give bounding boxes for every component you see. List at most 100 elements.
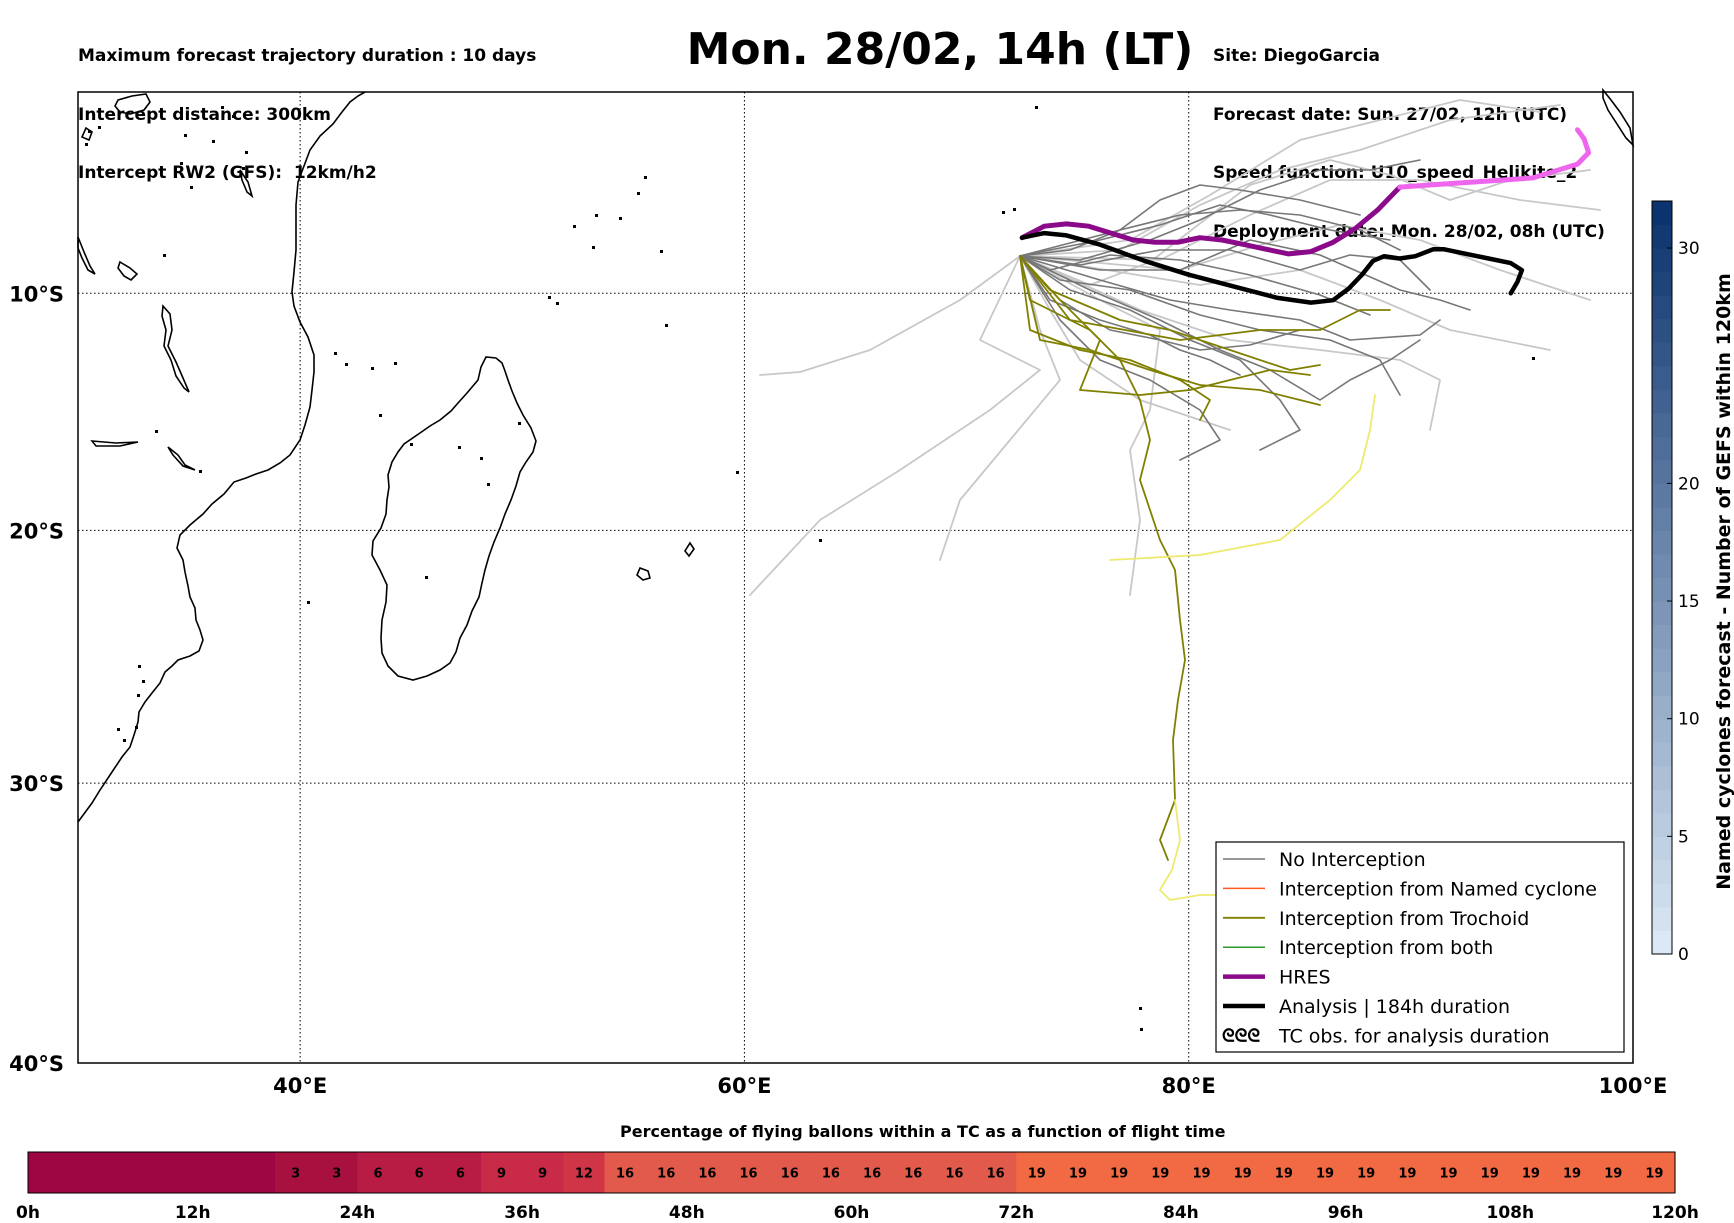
tc-percentage-value: 19 bbox=[1192, 1167, 1210, 1182]
tc-percentage-cell bbox=[1386, 1152, 1429, 1193]
colorbar-cell bbox=[1652, 530, 1672, 555]
tc-percentage-tick-label: 48h bbox=[669, 1203, 705, 1223]
islet bbox=[1035, 106, 1038, 109]
ensemble-trajectory-late bbox=[1019, 159, 1591, 286]
tc-percentage-cell bbox=[975, 1152, 1017, 1193]
islet bbox=[155, 430, 158, 433]
islet bbox=[123, 739, 126, 742]
map-gridlines bbox=[78, 92, 1633, 1063]
legend-label: Interception from Trochoid bbox=[1279, 908, 1529, 930]
colorbar-cell bbox=[1652, 648, 1672, 673]
islet bbox=[199, 470, 202, 473]
colorbar-frame bbox=[1651, 200, 1673, 955]
islet bbox=[184, 134, 187, 137]
header-right-line: Site: DiegoGarcia bbox=[1213, 46, 1380, 66]
islet bbox=[736, 471, 739, 474]
y-tick-label: 30°S bbox=[9, 772, 64, 796]
tc-percentage-value: 19 bbox=[1481, 1167, 1499, 1182]
colorbar-cell bbox=[1652, 342, 1672, 367]
tc-percentage-value: 19 bbox=[1069, 1167, 1087, 1182]
ensemble-trajectory-late bbox=[1019, 255, 1441, 431]
tc-percentage-cell bbox=[1469, 1152, 1511, 1193]
tc-percentage-value: 19 bbox=[1357, 1167, 1375, 1182]
tc-percentage-cell bbox=[1304, 1152, 1347, 1193]
tc-percentage-cell bbox=[1180, 1152, 1223, 1193]
tc-percentage-value: 9 bbox=[538, 1167, 547, 1182]
tc-percentage-cell bbox=[1592, 1152, 1635, 1193]
colorbar-cell bbox=[1652, 506, 1672, 531]
island bbox=[80, 126, 93, 142]
tc-percentage-tick-label: 60h bbox=[834, 1203, 870, 1223]
islet bbox=[592, 246, 595, 249]
tc-percentage-value: 19 bbox=[1234, 1167, 1252, 1182]
tc-percentage-tick-label: 96h bbox=[1328, 1203, 1364, 1223]
ensemble-trajectory-late bbox=[939, 255, 1061, 561]
islet bbox=[458, 446, 461, 449]
tc-percentage-cell bbox=[1222, 1152, 1264, 1193]
tc-percentage-value: 19 bbox=[1439, 1167, 1457, 1182]
header-left-line: Intercept RW2 (GFS): 12km/h2 bbox=[78, 163, 377, 183]
islet bbox=[518, 422, 521, 425]
map-frame bbox=[77, 91, 1634, 1064]
map-axis-labels: 40°E 60°E 80°E 100°E 10°S 20°S 30°S 40°S bbox=[9, 282, 1667, 1098]
ensemble-trajectory-no-interception bbox=[1019, 184, 1361, 257]
colorbar-cell bbox=[1652, 695, 1672, 720]
islet bbox=[232, 115, 235, 118]
legend-label: No Interception bbox=[1279, 849, 1426, 871]
tc-percentage-value: 19 bbox=[1522, 1167, 1540, 1182]
ensemble-trajectory-no-interception bbox=[1019, 255, 1441, 341]
tc-percentage-tick-label: 36h bbox=[504, 1203, 540, 1223]
tc-percentage-value: 12 bbox=[575, 1167, 593, 1182]
tc-percentage-cell bbox=[645, 1152, 688, 1193]
tc-percentage-value: 16 bbox=[987, 1167, 1005, 1182]
islet bbox=[212, 140, 215, 143]
tc-percentage-cell bbox=[1016, 1152, 1058, 1193]
tc-percentage-cell bbox=[1139, 1152, 1182, 1193]
islet bbox=[556, 302, 559, 305]
colorbar-cell bbox=[1652, 483, 1672, 508]
colorbar-cell bbox=[1652, 412, 1672, 437]
islet bbox=[1013, 208, 1016, 211]
island bbox=[239, 169, 254, 199]
tc-percentage-cell bbox=[1551, 1152, 1594, 1193]
legend-label: Analysis | 184h duration bbox=[1279, 996, 1510, 1018]
islet bbox=[137, 694, 140, 697]
islet bbox=[660, 250, 663, 253]
tc-percentage-cell bbox=[275, 1152, 317, 1193]
header-right-info: Site: DiegoGarcia Forecast date: Sun. 27… bbox=[1213, 8, 1605, 262]
tc-percentage-cell bbox=[69, 1152, 111, 1193]
tc-percentage-cell bbox=[480, 1152, 523, 1193]
header-right-line: Deployment date: Mon. 28/02, 08h (UTC) bbox=[1213, 221, 1605, 242]
colorbar-cell bbox=[1652, 789, 1672, 814]
islet bbox=[371, 367, 374, 370]
tc-percentage-cell bbox=[727, 1152, 770, 1193]
islet bbox=[135, 726, 138, 729]
legend-label: HRES bbox=[1279, 967, 1331, 989]
ensemble-trajectory-trochoid bbox=[1019, 255, 1311, 396]
islet bbox=[334, 352, 337, 355]
colorbar-tick-label: 5 bbox=[1678, 827, 1689, 847]
tc-percentage-cell bbox=[192, 1152, 235, 1193]
colorbar-cell bbox=[1652, 930, 1672, 955]
colorbar-tick-label: 0 bbox=[1678, 945, 1689, 965]
tc-percentage-value: 16 bbox=[740, 1167, 758, 1182]
tc-observation-icon: ᘓᘓᘓ bbox=[1222, 1025, 1260, 1046]
tc-percentage-frame bbox=[27, 1151, 1676, 1194]
island bbox=[1602, 87, 1635, 148]
tc-percentage-cell bbox=[398, 1152, 441, 1193]
islet bbox=[480, 457, 483, 460]
colorbar-cell bbox=[1652, 742, 1672, 767]
tc-percentage-cell bbox=[686, 1152, 729, 1193]
ensemble-trajectory-trochoid-late bbox=[1159, 799, 1241, 901]
madagascar-coastline bbox=[371, 356, 537, 681]
ensemble-trajectory-late bbox=[749, 255, 1041, 596]
tc-percentage-cell bbox=[439, 1152, 482, 1193]
ensemble-trajectory-late bbox=[1019, 99, 1541, 257]
islet bbox=[245, 151, 248, 154]
tc-percentage-value: 16 bbox=[945, 1167, 963, 1182]
tc-percentage-title: Percentage of flying ballons within a TC… bbox=[620, 1122, 1226, 1141]
legend-label: Interception from both bbox=[1279, 937, 1493, 959]
y-tick-label: 20°S bbox=[9, 519, 64, 543]
islet bbox=[163, 254, 166, 257]
ensemble-trajectory-late bbox=[1019, 255, 1551, 351]
